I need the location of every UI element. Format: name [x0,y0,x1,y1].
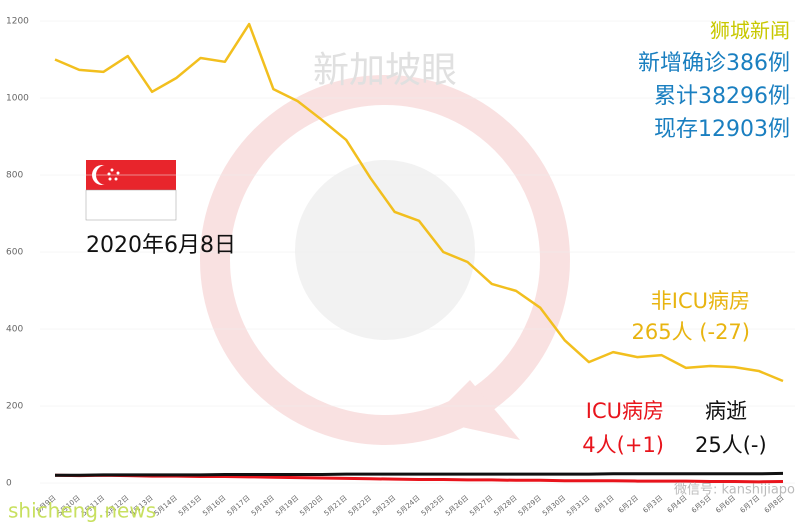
y-tick-label: 200 [6,402,23,412]
source-label: 狮城新闻 [710,19,790,43]
x-tick-label: 5月20日 [298,494,324,518]
x-tick-label: 5月29日 [517,494,543,518]
series-line [54,22,784,383]
non-icu-value: 265人 (-27) [632,320,750,344]
y-tick-label: 400 [6,325,23,335]
wechat-label: 微信号: kanshijiapo [674,483,795,498]
x-tick-label: 5月22日 [347,494,373,518]
x-tick-label: 5月23日 [371,494,397,518]
x-tick-label: 5月15日 [177,494,203,518]
x-tick-label: 5月17日 [226,494,252,518]
y-tick-label: 1200 [6,17,29,27]
active-cases: 现存12903例 [654,117,790,142]
x-tick-label: 5月25日 [420,494,446,518]
x-tick-label: 5月24日 [395,494,421,518]
x-tick-label: 6月2日 [617,494,640,515]
x-tick-label: 5月14日 [153,494,179,518]
x-tick-label: 5月31日 [565,494,591,518]
site-label: shicheng.news [8,499,156,523]
non-icu-label: 非ICU病房 [651,289,750,313]
x-tick-label: 6月3日 [642,494,665,515]
watermark [200,75,570,445]
x-tick-label: 5月16日 [201,494,227,518]
date-label: 2020年6月8日 [86,233,236,258]
y-tick-label: 1000 [6,94,29,104]
x-tick-label: 5月26日 [444,494,470,518]
y-tick-label: 600 [6,248,23,258]
icu-label: ICU病房 [586,399,664,423]
x-tick-label: 5月27日 [468,494,494,518]
deaths-value: 25人(-) [695,433,767,457]
x-tick-label: 5月28日 [493,494,519,518]
flag [85,160,177,221]
x-tick-label: 5月21日 [323,494,349,518]
new-cases: 新增确诊386例 [638,51,790,76]
deaths-label: 病逝 [705,399,747,423]
y-tick-label: 800 [6,171,23,181]
total-cases: 累计38296例 [654,84,790,109]
x-tick-label: 5月19日 [274,494,300,518]
watermark-text: 新加坡眼 [313,50,457,91]
x-tick-label: 5月18日 [250,494,276,518]
series-line [55,471,784,477]
icu-value: 4人(+1) [582,433,664,457]
y-tick-label: 0 [6,479,12,489]
x-tick-label: 5月30日 [541,494,567,518]
x-tick-label: 6月1日 [593,494,616,515]
